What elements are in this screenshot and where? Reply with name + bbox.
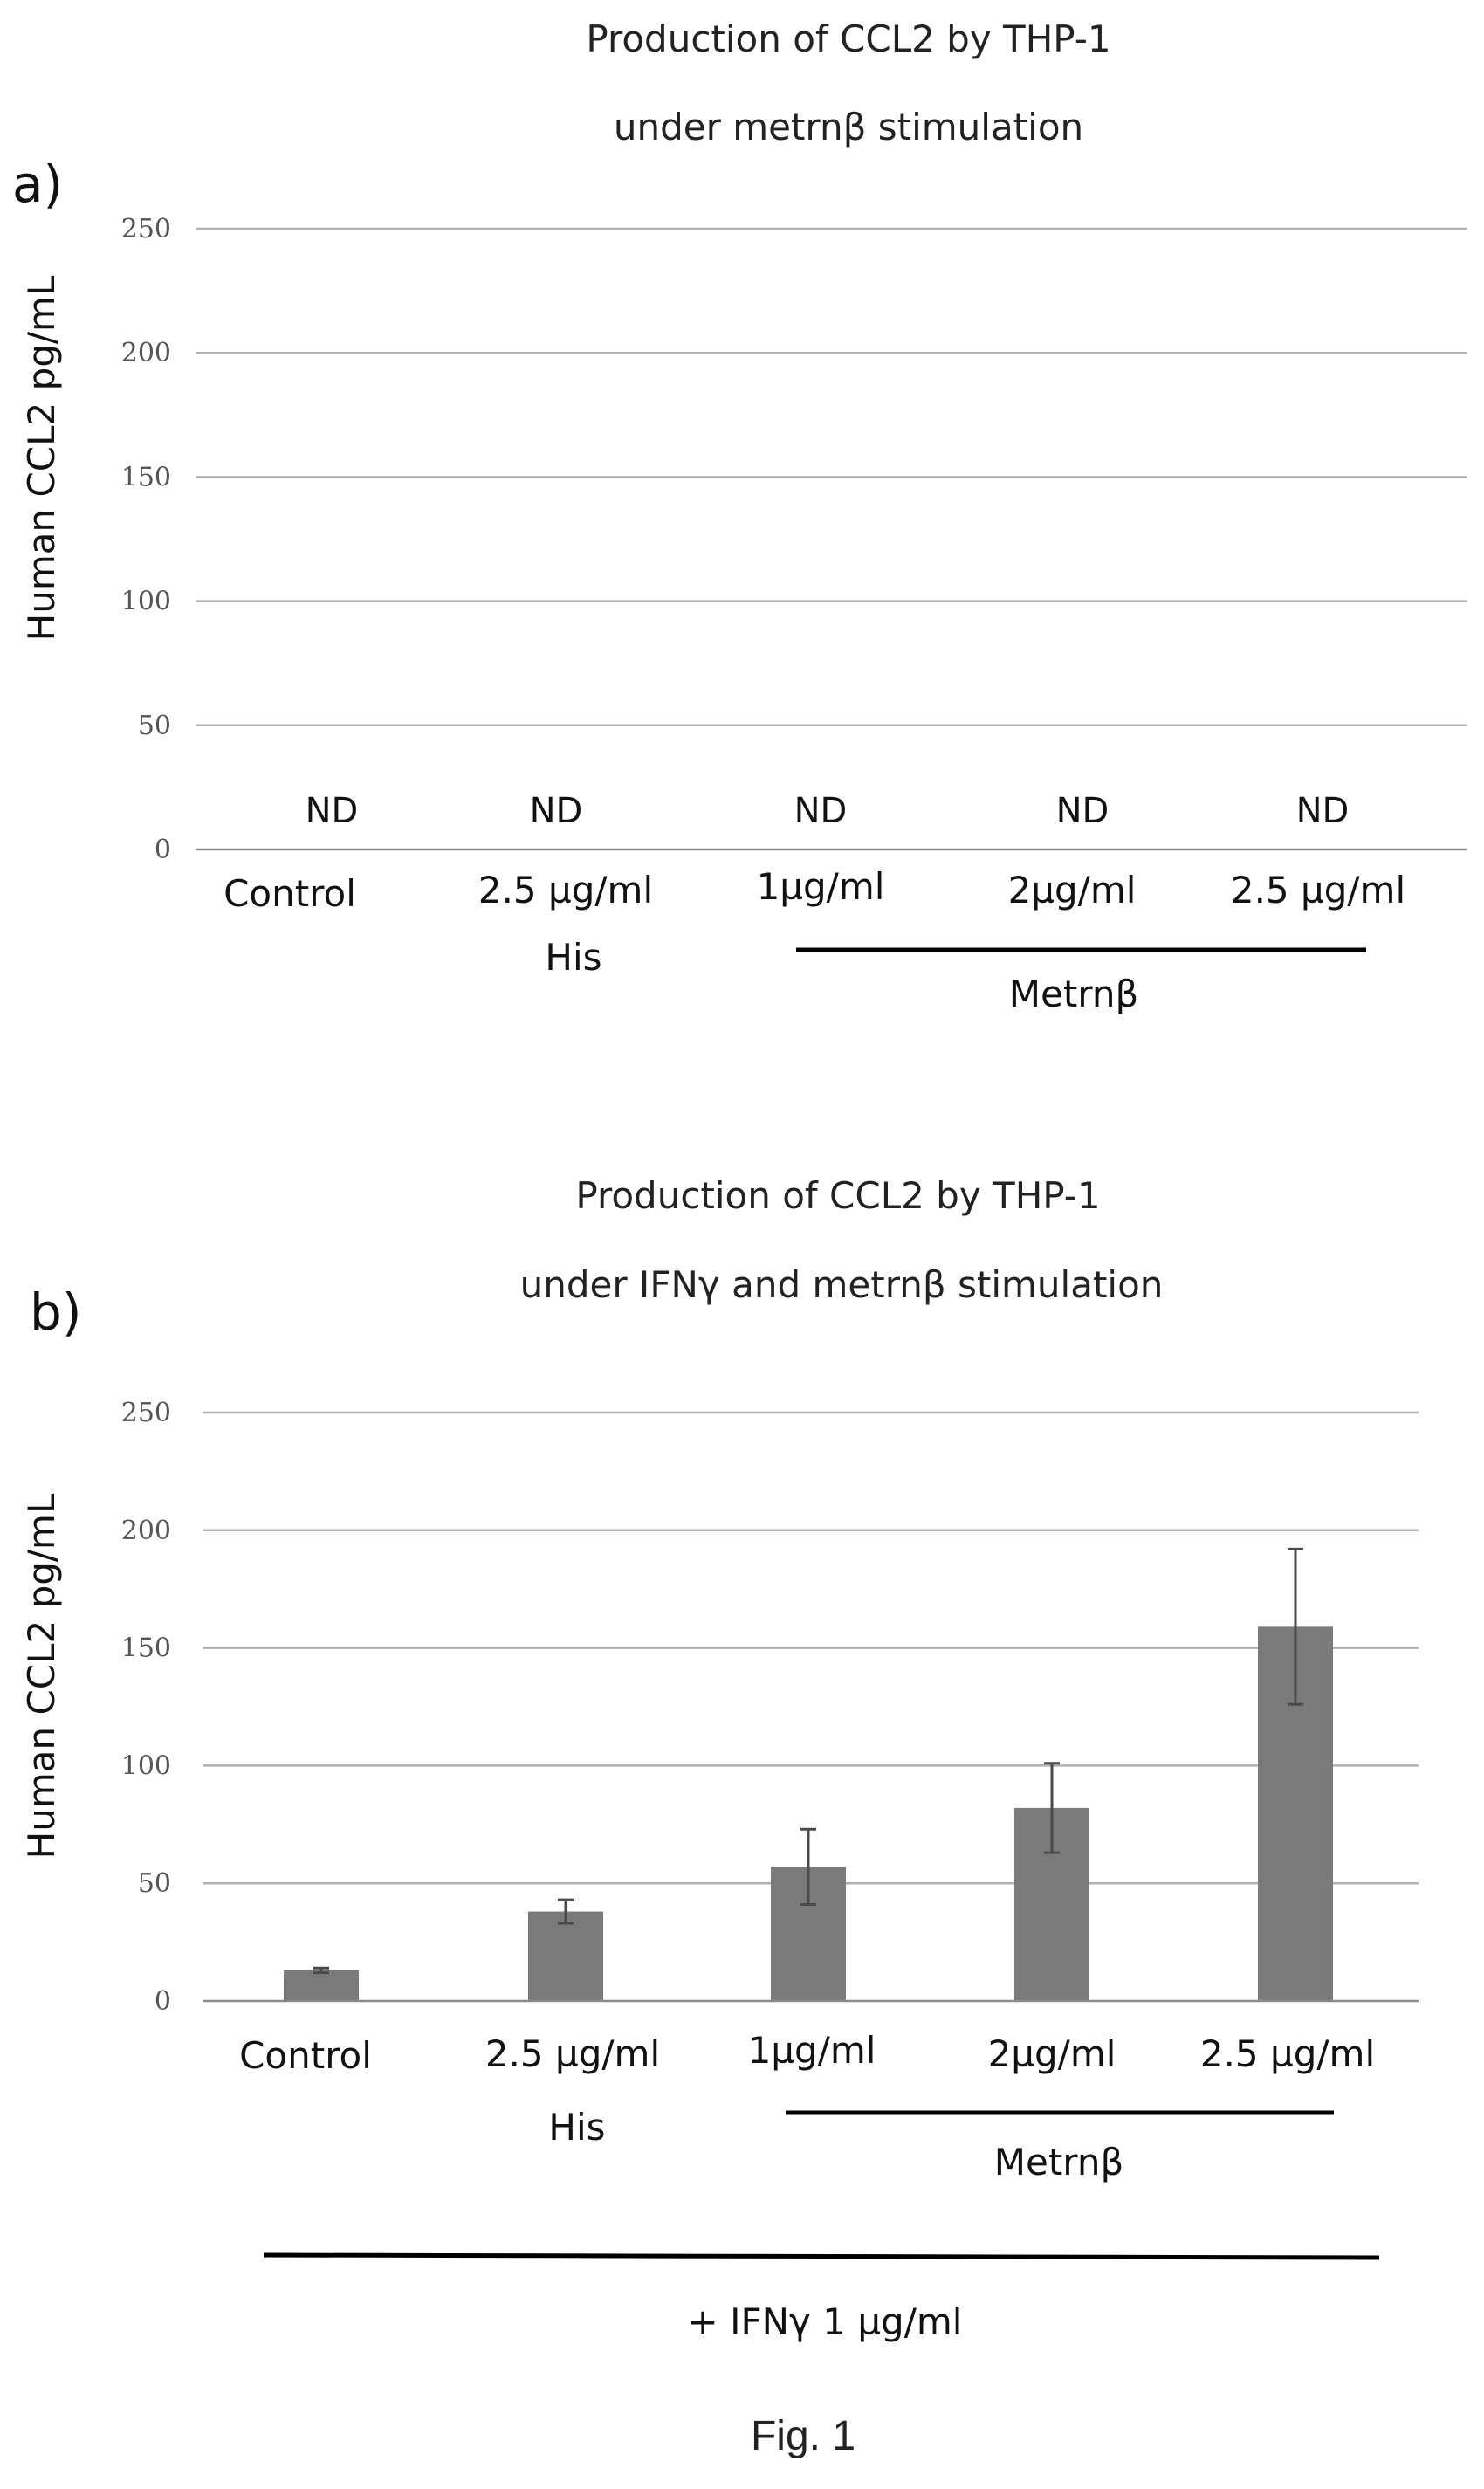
x-tick-label: 1µg/ml [757,865,885,908]
data-label: ND [794,791,848,831]
y-tick-label: 250 [121,1398,171,1428]
x-tick-label: 2.5 µg/ml [1200,2032,1375,2075]
chart-a: a) Production of CCL2 by THP-1 under met… [12,17,1467,1015]
chart-b-ylabel: Human CCL2 pg/mL [20,1493,63,1859]
panel-label-b: b) [30,1282,81,1342]
chart-b-error-bars [313,1547,1303,1975]
chart-a-his-label: His [545,936,601,979]
x-tick-label: 2µg/ml [988,2032,1116,2075]
chart-b-subtitle: under IFNγ and metrnβ stimulation [520,1263,1164,1306]
x-tick-label: 2µg/ml [1008,869,1137,911]
chart-a-metrn-label: Metrnβ [1009,973,1139,1015]
y-tick-label: 50 [138,1868,171,1899]
chart-a-gridlines [196,227,1467,727]
y-tick-label: 150 [121,1633,171,1664]
y-tick-label: 100 [121,1750,171,1781]
chart-b-x-tick-labels: Control 2.5 µg/ml 1µg/ml 2µg/ml 2.5 µg/ml [239,2029,1375,2077]
data-label: ND [1056,791,1110,831]
figure-caption: Fig. 1 [751,2413,855,2459]
chart-a-data-labels: ND ND ND ND ND [306,791,1350,831]
chart-b-treatment-bracket [263,2252,1380,2260]
chart-b-title: Production of CCL2 by THP-1 [575,1174,1100,1217]
chart-a-x-tick-labels: Control 2.5 µg/ml 1µg/ml 2µg/ml 2.5 µg/ml [223,865,1405,915]
bar [284,1970,359,2001]
chart-a-title: Production of CCL2 by THP-1 [586,17,1110,60]
y-tick-label: 250 [121,214,171,244]
x-tick-label: Control [223,872,356,915]
chart-b-gridlines [203,1411,1419,1885]
data-label: ND [530,791,583,831]
chart-b-his-label: His [548,2106,605,2149]
chart-a-ylabel: Human CCL2 pg/mL [20,275,63,641]
x-tick-label: Control [239,2034,372,2077]
y-tick-label: 0 [155,835,171,865]
chart-b-metrn-label: Metrnβ [994,2141,1124,2183]
y-tick-label: 200 [121,338,171,368]
y-tick-label: 150 [121,462,171,492]
x-tick-label: 2.5 µg/ml [478,869,653,911]
chart-a-y-ticks: 0 50 100 150 200 250 [121,214,171,865]
chart-b-bars [284,1626,1333,2001]
data-label: ND [306,791,359,831]
y-tick-label: 100 [121,587,171,617]
chart-a-subtitle: under metrnβ stimulation [614,106,1083,148]
x-tick-label: 2.5 µg/ml [1231,869,1405,911]
y-tick-label: 200 [121,1516,171,1546]
chart-b: b) Production of CCL2 by THP-1 under IFN… [20,1174,1419,2343]
bar [528,1911,603,2001]
chart-b-y-ticks: 0 50 100 150 200 250 [121,1398,171,2017]
chart-b-treatment-label: + IFNγ 1 µg/ml [688,2300,963,2343]
y-tick-label: 50 [138,711,171,741]
x-tick-label: 2.5 µg/ml [485,2032,660,2075]
panel-label-a: a) [12,155,63,214]
y-tick-label: 0 [155,1986,171,2017]
x-tick-label: 1µg/ml [748,2029,876,2072]
data-label: ND [1296,791,1350,831]
